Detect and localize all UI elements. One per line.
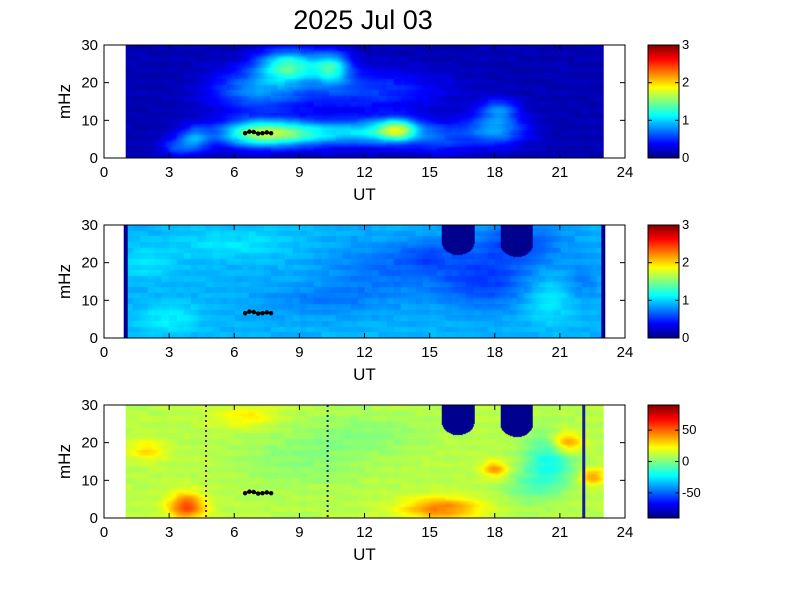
x-tick-label: 6 — [230, 164, 238, 181]
marker-track-point — [255, 131, 261, 136]
x-tick-label: 3 — [165, 164, 173, 181]
colorbar — [647, 404, 680, 519]
y-axis-label: mHz — [55, 444, 74, 479]
marker-track-point — [260, 310, 265, 316]
marker-track-point — [242, 310, 248, 316]
marker-track-point — [260, 130, 265, 136]
marker-track-point — [251, 489, 256, 495]
panel-3: 0 3 6 9 12 15 18 21 24 0 10 20 30 UT mHz 50 0 -50 — [55, 397, 701, 564]
colorbar — [647, 224, 680, 339]
marker-track-point — [268, 490, 274, 496]
marker-track-point — [264, 490, 270, 495]
x-tick-label: 24 — [617, 344, 634, 361]
x-tick-label: 15 — [421, 164, 438, 181]
x-tick-label: 9 — [295, 164, 303, 181]
y-axis-label: mHz — [55, 84, 74, 119]
colorbar-tick-label: 1 — [682, 112, 689, 127]
colorbar-tick-label: 0 — [682, 330, 689, 345]
x-tick-label: 12 — [356, 524, 373, 541]
x-tick-label: 6 — [230, 344, 238, 361]
x-tick-label: 18 — [486, 524, 503, 541]
marker-track-point — [247, 309, 252, 314]
edge-bar — [123, 225, 128, 338]
marker-track-point — [255, 491, 261, 496]
y-tick-label: 0 — [90, 510, 98, 527]
y-tick-label: 0 — [90, 150, 98, 167]
x-axis-label: UT — [353, 365, 376, 384]
x-tick-label: 9 — [295, 344, 303, 361]
x-tick-label: 3 — [165, 524, 173, 541]
y-tick-label: 20 — [81, 75, 98, 92]
colorbar-tick-label: 0 — [682, 150, 689, 165]
x-axis-label: UT — [353, 185, 376, 204]
y-tick-label: 30 — [81, 217, 98, 234]
x-tick-label: 18 — [486, 344, 503, 361]
colorbar-tick-label: 0 — [682, 454, 689, 469]
marker-track-point — [247, 489, 252, 494]
edge-bar — [601, 225, 606, 338]
x-tick-label: 18 — [486, 164, 503, 181]
x-tick-label: 0 — [100, 344, 108, 361]
marker-track-point — [268, 310, 274, 316]
x-tick-label: 9 — [295, 524, 303, 541]
x-tick-label: 12 — [356, 344, 373, 361]
marker-track-point — [251, 129, 256, 135]
marker-track-point — [260, 490, 265, 496]
y-tick-label: 10 — [81, 292, 98, 309]
y-tick-label: 30 — [81, 397, 98, 414]
marker-track-point — [264, 310, 270, 315]
x-tick-label: 15 — [421, 524, 438, 541]
colorbar-tick-label: 3 — [682, 217, 689, 232]
x-tick-label: 21 — [552, 344, 569, 361]
x-tick-label: 12 — [356, 164, 373, 181]
colorbar-tick-label: -50 — [682, 485, 701, 500]
colorbar — [647, 44, 680, 159]
marker-track-point — [247, 129, 252, 134]
y-tick-label: 0 — [90, 330, 98, 347]
y-tick-label: 10 — [81, 112, 98, 129]
marker-track-point — [251, 309, 256, 315]
marker-track-point — [242, 490, 248, 496]
x-tick-label: 0 — [100, 524, 108, 541]
x-axis-label: UT — [353, 545, 376, 564]
colorbar-tick-label: 1 — [682, 292, 689, 307]
colorbar-tick-label: 2 — [682, 75, 689, 90]
heatmap-image — [125, 45, 604, 158]
x-tick-label: 21 — [552, 164, 569, 181]
y-tick-label: 10 — [81, 472, 98, 489]
y-tick-label: 20 — [81, 435, 98, 452]
x-tick-label: 6 — [230, 524, 238, 541]
x-tick-label: 24 — [617, 524, 634, 541]
y-axis-label: mHz — [55, 264, 74, 299]
x-tick-label: 15 — [421, 344, 438, 361]
marker-track-point — [242, 130, 248, 136]
colorbar-tick-label: 50 — [682, 422, 696, 437]
figure-title: 2025 Jul 03 — [293, 5, 433, 35]
marker-track-point — [268, 130, 274, 136]
x-tick-label: 21 — [552, 524, 569, 541]
y-tick-label: 20 — [81, 255, 98, 272]
x-tick-label: 24 — [617, 164, 634, 181]
colorbar-tick-label: 2 — [682, 255, 689, 270]
heatmap-image — [125, 225, 604, 338]
heatmap-image — [125, 405, 604, 518]
marker-track-point — [264, 130, 270, 135]
x-tick-label: 0 — [100, 164, 108, 181]
colorbar-tick-label: 3 — [682, 37, 689, 52]
y-tick-label: 30 — [81, 37, 98, 54]
x-tick-label: 3 — [165, 344, 173, 361]
marker-track-point — [255, 311, 261, 316]
